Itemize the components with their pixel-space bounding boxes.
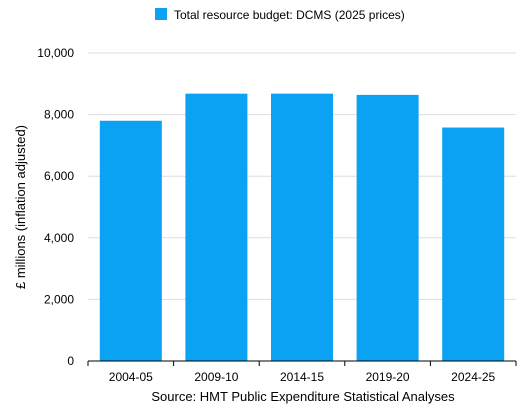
x-tick-label: 2009-10 xyxy=(194,370,238,384)
y-axis-label: £ millions (inflation adjusted) xyxy=(13,125,28,289)
x-axis-ticks: 2004-05 2009-10 2014-15 2019-20 2024-25 xyxy=(87,361,517,384)
y-tick-label: 8,000 xyxy=(44,108,74,122)
bar xyxy=(442,127,505,361)
y-tick-label: 2,000 xyxy=(44,292,74,306)
x-tick-label: 2014-15 xyxy=(280,370,324,384)
bar xyxy=(99,120,162,361)
x-tick-label: 2004-05 xyxy=(109,370,153,384)
x-axis-label: Source: HMT Public Expenditure Statistic… xyxy=(151,389,455,404)
bar xyxy=(271,93,333,361)
x-tick-label: 2019-20 xyxy=(366,370,410,384)
legend-swatch xyxy=(155,8,167,20)
chart-legend: Total resource budget: DCMS (2025 prices… xyxy=(155,8,405,22)
bar xyxy=(185,93,248,361)
y-tick-label: 10,000 xyxy=(37,46,74,60)
bar-series xyxy=(99,93,505,361)
bar xyxy=(356,94,419,361)
y-tick-label: 6,000 xyxy=(44,169,74,183)
x-tick-label: 2024-25 xyxy=(451,370,495,384)
legend-label: Total resource budget: DCMS (2025 prices… xyxy=(174,8,405,22)
y-axis-ticks: 0 2,000 4,000 6,000 8,000 10,000 xyxy=(37,46,74,368)
y-tick-label: 4,000 xyxy=(44,231,74,245)
y-tick-label: 0 xyxy=(67,354,74,368)
